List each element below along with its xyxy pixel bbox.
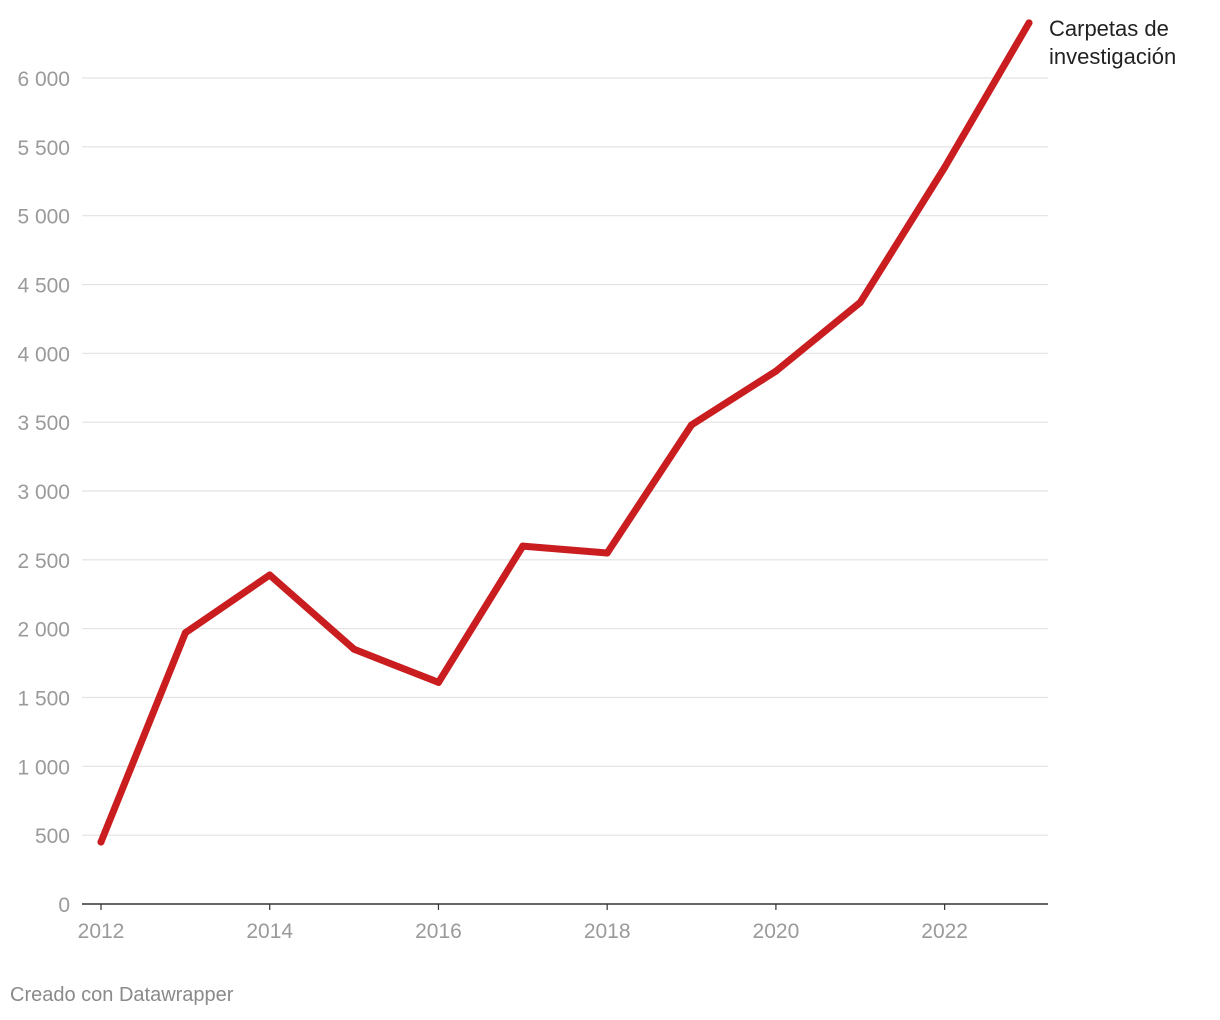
y-tick-label: 500 <box>35 825 70 848</box>
footer-credit[interactable]: Creado con Datawrapper <box>10 984 234 1006</box>
data-point <box>266 571 274 579</box>
series-lines <box>97 19 1033 846</box>
gridlines <box>82 77 1048 836</box>
data-point <box>688 421 696 429</box>
y-tick-label: 1 000 <box>17 756 70 779</box>
x-tick-label: 2022 <box>921 920 968 943</box>
data-point <box>181 629 189 637</box>
x-tick-label: 2016 <box>415 920 462 943</box>
data-point <box>772 367 780 375</box>
x-axis-ticks: 2012 2014 2016 2018 2020 2022 <box>78 904 968 943</box>
y-tick-label: 3 500 <box>17 412 70 435</box>
y-tick-label: 6 000 <box>17 68 70 91</box>
x-tick-label: 2014 <box>246 920 293 943</box>
data-point <box>941 163 949 171</box>
x-tick-label: 2012 <box>78 920 125 943</box>
series-line <box>97 19 1033 846</box>
series-labels: Carpetas de investigación <box>1049 16 1176 69</box>
y-tick-label: 2 500 <box>17 550 70 573</box>
x-tick-label: 2018 <box>584 920 631 943</box>
series-label: Carpetas de investigación <box>1049 16 1176 69</box>
data-point <box>856 298 864 306</box>
y-tick-label: 1 500 <box>17 688 70 711</box>
y-tick-label: 2 000 <box>17 619 70 642</box>
y-tick-label: 5 000 <box>17 206 70 229</box>
x-tick-label: 2020 <box>753 920 800 943</box>
data-point <box>519 542 527 550</box>
line-chart: 0 500 1 000 1 500 2 000 2 500 3 000 3 500 4 000 4… <box>17 16 1176 943</box>
data-point <box>603 549 611 557</box>
data-point <box>350 645 358 653</box>
y-tick-label: 0 <box>58 894 70 917</box>
data-point <box>97 838 105 846</box>
y-axis-ticks: 0 500 1 000 1 500 2 000 2 500 3 000 3 500 4 000 4… <box>17 68 70 917</box>
y-tick-label: 4 500 <box>17 275 70 298</box>
data-point <box>1025 19 1033 27</box>
data-point <box>434 678 442 686</box>
y-tick-label: 3 000 <box>17 481 70 504</box>
y-tick-label: 4 000 <box>17 343 70 366</box>
y-tick-label: 5 500 <box>17 137 70 160</box>
